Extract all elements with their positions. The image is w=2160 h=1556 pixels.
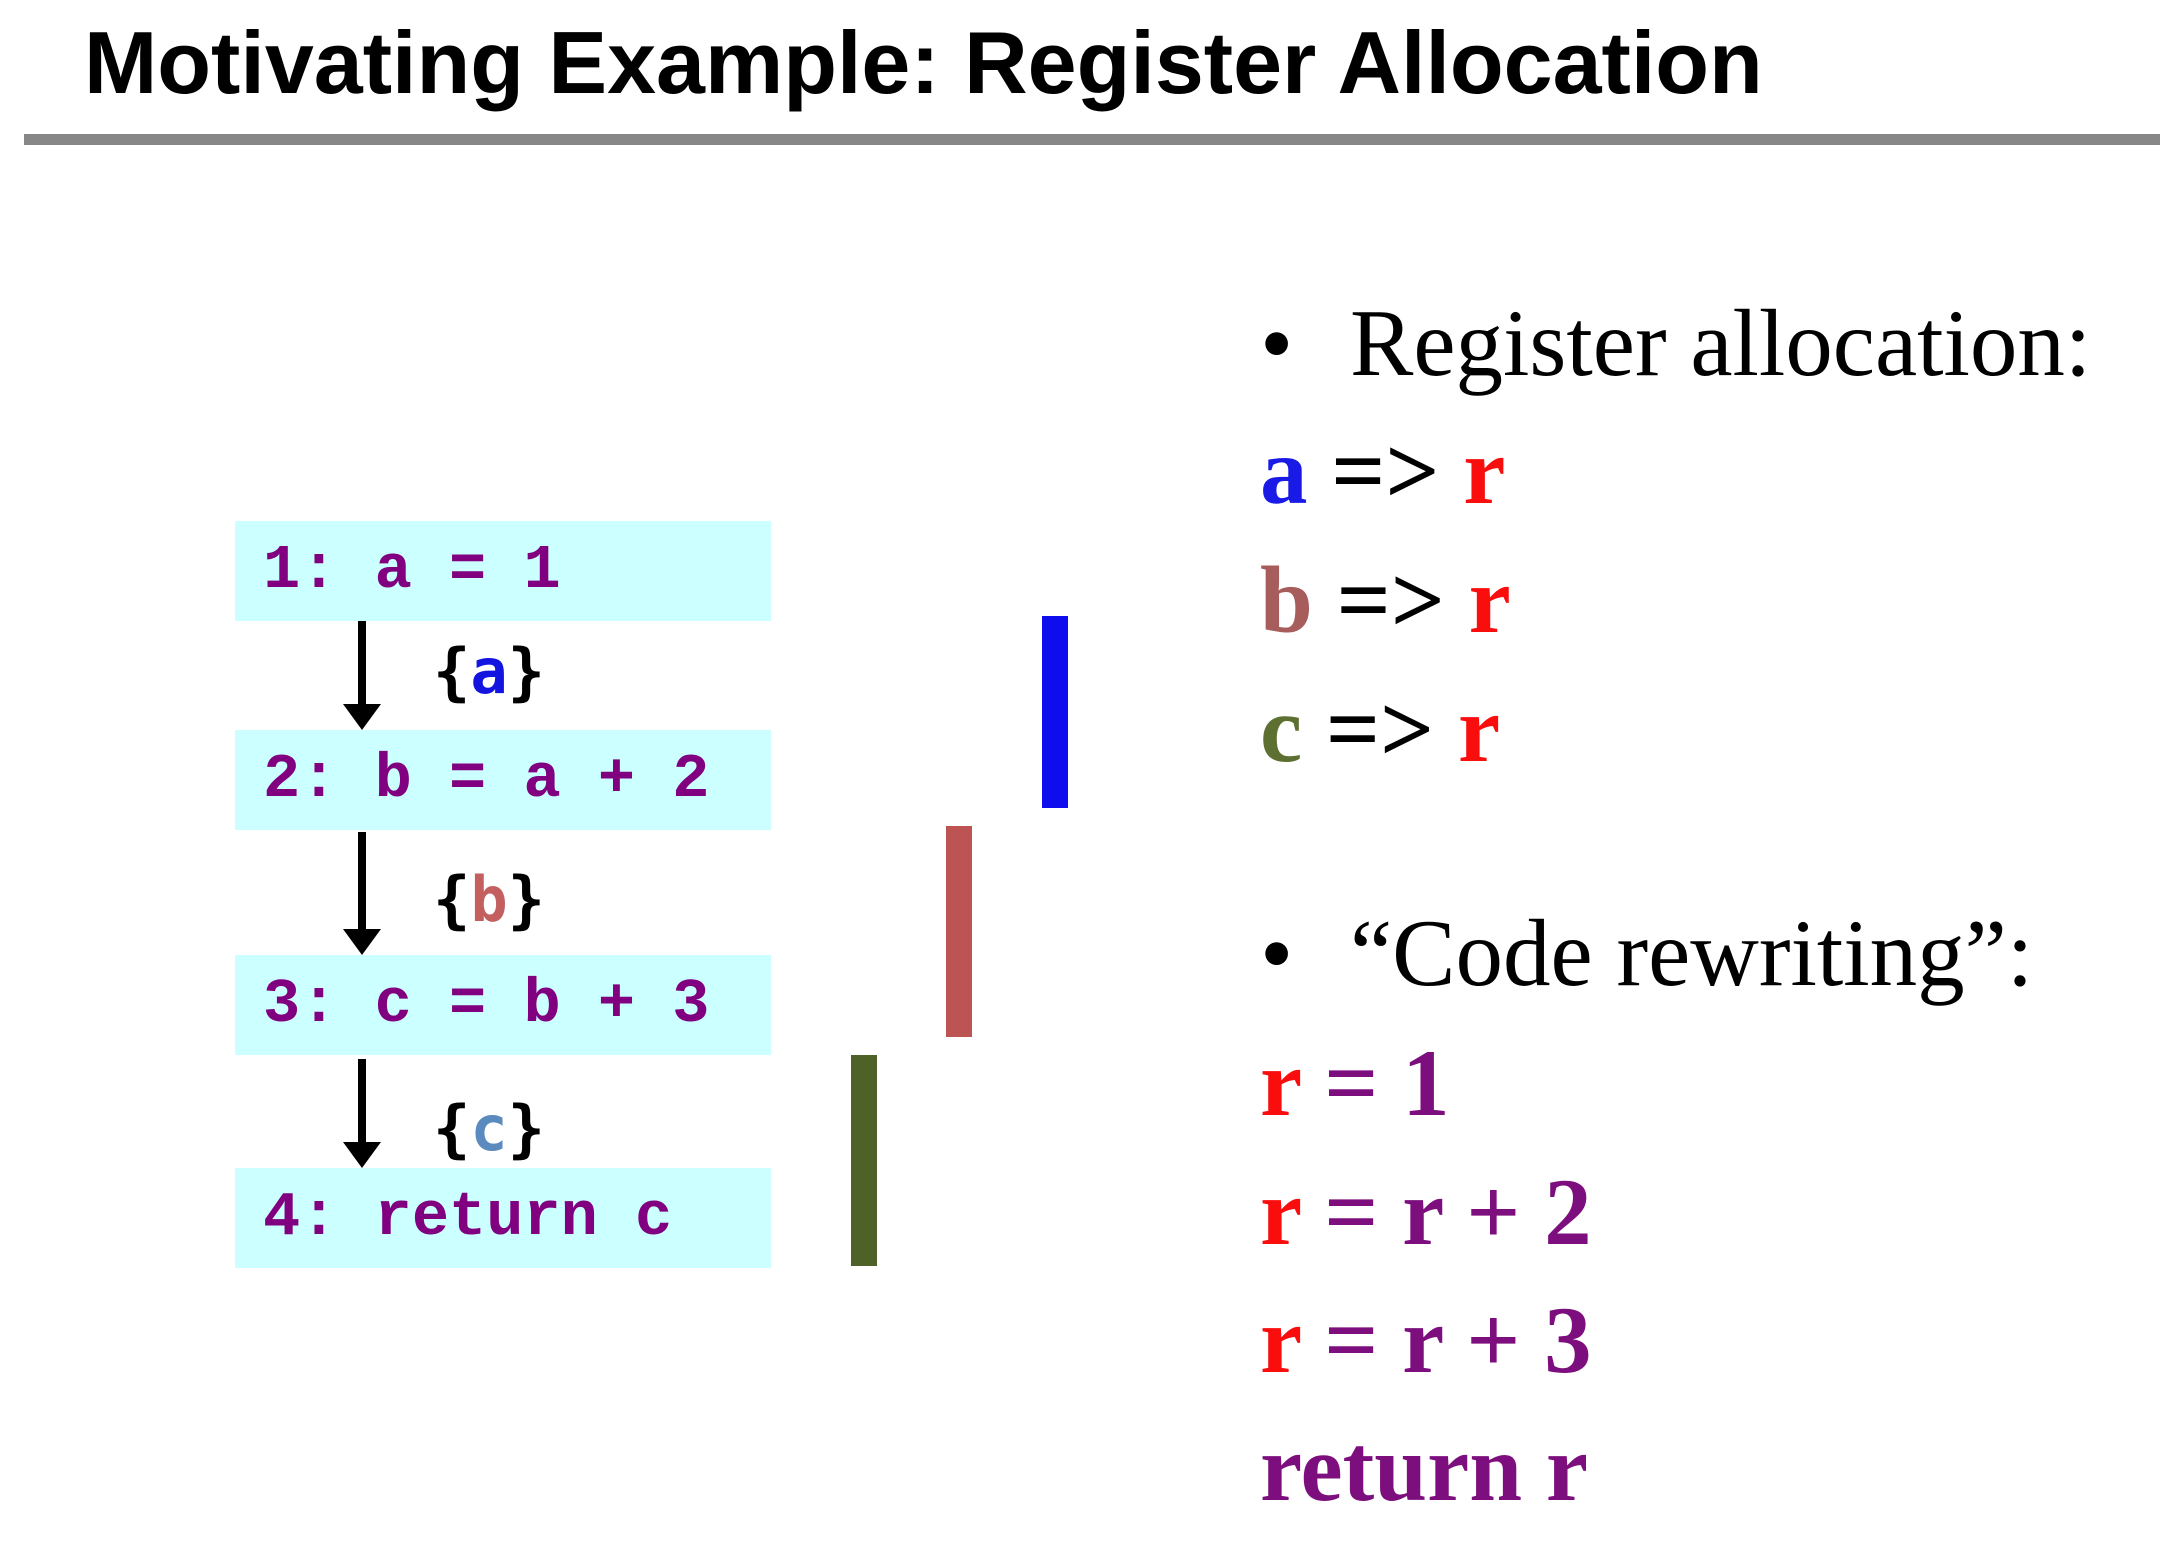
live-range-bar-a <box>1042 616 1068 808</box>
register-allocation-heading: • Register allocation: <box>1260 290 2091 396</box>
live-var-a: a <box>470 635 508 708</box>
open-brace: { <box>433 1092 471 1165</box>
bullet-icon: • <box>1260 290 1294 396</box>
flow-arrow-3-head-icon <box>343 1142 381 1168</box>
code-line-1: r = 1 <box>1260 1033 1450 1134</box>
mapping-line-b: b => r <box>1260 550 1511 651</box>
flow-node-2: 2: b = a + 2 <box>235 730 771 830</box>
flow-arrow-2-line <box>358 832 366 931</box>
close-brace: } <box>507 1092 545 1165</box>
code-line-4: return r <box>1260 1418 1588 1519</box>
bullet-icon: • <box>1260 900 1294 1006</box>
map-var-a: a <box>1260 418 1308 524</box>
map-reg: r <box>1468 547 1511 653</box>
live-range-bar-c <box>851 1055 877 1266</box>
code-rest: return r <box>1260 1415 1589 1521</box>
heading-text: “Code rewriting”: <box>1350 900 2034 1006</box>
live-range-bar-b <box>946 826 972 1037</box>
mapping-line-c: c => r <box>1260 679 1500 780</box>
map-reg: r <box>1463 418 1506 524</box>
title-divider <box>24 134 2160 145</box>
close-brace: } <box>507 863 545 936</box>
live-var-b: b <box>470 863 508 936</box>
page-title: Motivating Example: Register Allocation <box>84 13 1763 112</box>
code-line-2: r = r + 2 <box>1260 1162 1592 1263</box>
map-arrow: => <box>1307 418 1464 524</box>
flow-arrow-1-line <box>358 621 366 706</box>
code-reg-red: r <box>1260 1159 1301 1265</box>
map-arrow: => <box>1302 676 1458 782</box>
code-rest: = 1 <box>1300 1030 1450 1136</box>
live-set-label-b: {b} <box>433 869 545 931</box>
map-var-c: c <box>1260 676 1303 782</box>
map-arrow: => <box>1312 547 1469 653</box>
code-rewriting-heading: • “Code rewriting”: <box>1260 900 2033 1006</box>
code-reg-red: r <box>1260 1030 1301 1136</box>
flow-arrow-2-head-icon <box>343 929 381 955</box>
live-var-c: c <box>470 1092 508 1165</box>
flow-arrow-1-head-icon <box>343 704 381 730</box>
code-rest: = r + 2 <box>1300 1159 1592 1265</box>
open-brace: { <box>433 863 471 936</box>
flow-arrow-3-line <box>358 1059 366 1144</box>
open-brace: { <box>433 635 471 708</box>
flow-node-3: 3: c = b + 3 <box>235 955 771 1055</box>
code-line-3: r = r + 3 <box>1260 1290 1592 1391</box>
map-var-b: b <box>1260 547 1313 653</box>
live-set-label-c: {c} <box>433 1098 545 1160</box>
close-brace: } <box>507 635 545 708</box>
code-rest: = r + 3 <box>1300 1287 1592 1393</box>
mapping-line-a: a => r <box>1260 421 1505 522</box>
flow-node-1: 1: a = 1 <box>235 521 771 621</box>
live-set-label-a: {a} <box>433 641 545 703</box>
heading-text: Register allocation: <box>1350 290 2092 396</box>
flow-node-4: 4: return c <box>235 1168 771 1268</box>
code-reg-red: r <box>1260 1287 1301 1393</box>
map-reg: r <box>1457 676 1501 782</box>
